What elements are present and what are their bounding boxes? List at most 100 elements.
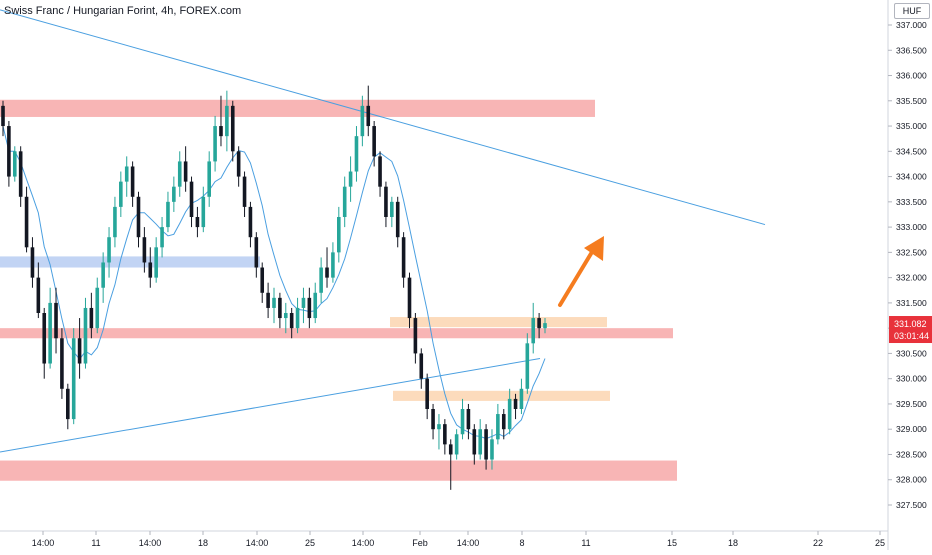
x-tick-label: 11 — [91, 538, 100, 548]
candle-body — [443, 424, 447, 445]
candle-body — [448, 444, 453, 455]
candle-body — [1, 105, 5, 127]
candle-body — [460, 409, 465, 435]
candle-body — [360, 105, 365, 137]
candle-body — [242, 176, 247, 207]
y-tick-label: 335.000 — [896, 121, 927, 131]
candle-body — [472, 429, 477, 455]
y-tick-label: 334.500 — [896, 146, 927, 156]
candle-body — [24, 196, 29, 248]
candle-body — [236, 151, 241, 177]
candle-body — [278, 297, 282, 319]
candle-body — [401, 237, 406, 278]
candle-body — [283, 313, 288, 319]
candle-body — [160, 227, 164, 248]
y-tick-label: 336.000 — [896, 71, 927, 81]
y-tick-label: 333.000 — [896, 222, 927, 232]
candle-body — [7, 126, 11, 177]
candle-body — [413, 318, 418, 354]
candle-body — [331, 252, 335, 278]
candle-body — [89, 307, 94, 329]
candle-body — [537, 318, 541, 329]
zone-orange — [390, 317, 607, 328]
candle-body — [390, 201, 394, 217]
candle-body — [95, 287, 100, 329]
candle-body — [71, 338, 76, 420]
candle-body — [18, 151, 23, 197]
last-price-badge — [889, 316, 932, 344]
y-tick-label: 332.000 — [896, 273, 927, 283]
candle-body — [513, 398, 518, 409]
y-tick-label: 330.000 — [896, 374, 927, 384]
candle-body — [507, 398, 512, 430]
zone-orange — [393, 390, 610, 401]
candle-body — [260, 267, 265, 293]
candle-body — [219, 126, 223, 137]
y-tick-label: 329.000 — [896, 424, 927, 434]
x-tick-label: 14:00 — [139, 538, 162, 548]
candle-body — [366, 105, 371, 127]
candle-body — [454, 434, 459, 455]
y-tick-label: 337.000 — [896, 20, 927, 30]
candle-body — [496, 414, 500, 440]
y-tick-label: 334.000 — [896, 172, 927, 182]
candle-body — [213, 126, 217, 162]
zone-support-blue — [0, 256, 260, 268]
candle-body — [48, 302, 52, 364]
candle-body — [101, 262, 105, 288]
candle-body — [148, 262, 153, 278]
y-tick-label: 333.500 — [896, 197, 927, 207]
candle-body — [372, 126, 376, 157]
candle-body — [195, 217, 200, 228]
candle-body — [289, 313, 294, 329]
candle-body — [295, 307, 300, 329]
y-tick-label: 332.500 — [896, 247, 927, 257]
candle-body — [113, 206, 117, 238]
candle-body — [319, 267, 323, 293]
candle-body — [478, 429, 482, 455]
trendline-1 — [0, 9, 766, 226]
candle-body — [248, 206, 253, 238]
candle-body — [154, 247, 158, 278]
candle-body — [124, 166, 129, 182]
zone-resistance — [0, 328, 673, 339]
y-tick-label: 327.500 — [896, 500, 927, 510]
chart-title: Swiss Franc / Hungarian Forint, 4h, FORE… — [4, 5, 242, 17]
candle-body — [307, 297, 312, 319]
candle-body — [54, 302, 58, 339]
candle-body — [519, 388, 524, 409]
candle-body — [342, 186, 347, 217]
x-tick-label: 25 — [875, 538, 885, 548]
candle-body — [130, 166, 135, 197]
y-tick-label: 328.000 — [896, 475, 927, 485]
last-price-label: 331.082 — [894, 319, 927, 329]
x-tick-label: 25 — [305, 538, 315, 548]
x-tick-label: 14:00 — [246, 538, 269, 548]
candle-body — [254, 237, 259, 268]
x-tick-label: 18 — [728, 538, 738, 548]
y-tick-label: 331.500 — [896, 298, 927, 308]
candle-body — [348, 171, 353, 187]
candle-body — [466, 409, 471, 430]
x-tick-label: 8 — [519, 538, 524, 548]
candle-body — [166, 201, 170, 228]
candle-body — [325, 267, 329, 278]
x-tick-label: 18 — [198, 538, 208, 548]
x-tick-label: 11 — [581, 538, 590, 548]
y-tick-label: 330.500 — [896, 348, 927, 358]
candle-body — [230, 105, 235, 152]
x-tick-label: 22 — [813, 538, 823, 548]
candle-body — [119, 181, 123, 207]
zone-resistance — [0, 99, 595, 117]
candle-body — [501, 414, 506, 430]
candle-body — [301, 297, 306, 308]
currency-label[interactable]: HUF — [894, 3, 930, 19]
candle-body — [484, 429, 488, 460]
x-tick-label: 14:00 — [352, 538, 375, 548]
y-tick-label: 329.500 — [896, 399, 927, 409]
candle-body — [419, 353, 424, 379]
arrow-shaft — [558, 250, 594, 307]
candle-body — [172, 186, 176, 202]
